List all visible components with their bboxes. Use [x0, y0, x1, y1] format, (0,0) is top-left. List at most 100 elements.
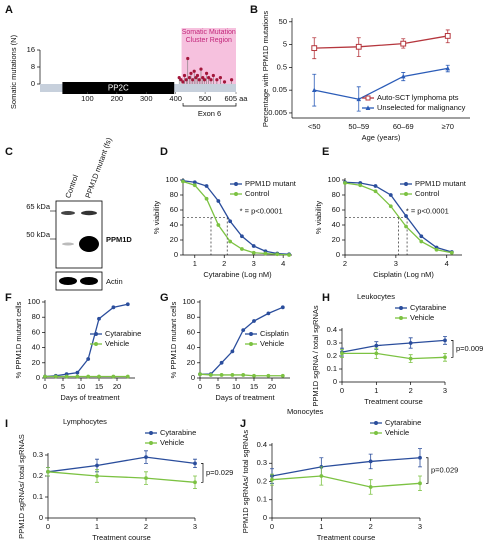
pp2c-domain — [62, 82, 175, 94]
x-tick-label: 2 — [222, 259, 226, 268]
legend-label: Control — [245, 189, 270, 198]
y-axis-label: Percentage with PPM1D mutations — [261, 11, 270, 128]
blot-band — [62, 242, 74, 246]
panel-letter: D — [160, 146, 168, 158]
legend-marker — [404, 182, 408, 186]
data-point — [111, 374, 116, 379]
blot-frame — [55, 271, 103, 291]
chart-title: Monocytes — [287, 407, 324, 416]
legend-label: Vehicle — [410, 313, 434, 322]
data-point — [216, 223, 221, 227]
lollipop-head — [204, 71, 209, 75]
x-axis-label: Cytarabine (Log nM) — [203, 270, 272, 279]
significance-bracket — [201, 463, 204, 483]
legend-marker — [234, 192, 238, 196]
series-line — [200, 306, 284, 375]
p-value: * = p<0.0001 — [406, 206, 449, 215]
y-tick-label: 60 — [32, 327, 40, 336]
panel-letter: E — [322, 146, 329, 158]
data-point — [343, 181, 347, 185]
data-point — [280, 305, 285, 310]
data-point — [355, 43, 362, 50]
x-tick-label: 0 — [198, 382, 202, 391]
series-line — [271, 475, 421, 488]
data-point — [408, 341, 413, 345]
legend-label: Vehicle — [160, 438, 184, 447]
x-tick-label: 1 — [319, 522, 323, 531]
x-tick-label: 60–69 — [393, 122, 414, 131]
data-point — [252, 319, 256, 323]
x-axis-label: Age (years) — [362, 133, 401, 142]
data-point — [443, 338, 447, 343]
legend-marker — [94, 342, 98, 346]
significance-bracket — [451, 340, 454, 358]
y-axis-label: PPM1D sgRNAs/ total sgRNAs — [241, 430, 250, 534]
data-point — [388, 193, 393, 197]
data-point — [340, 351, 344, 356]
legend-marker — [149, 431, 153, 435]
lollipop-head — [182, 73, 187, 78]
y-tick-label: 0.4 — [327, 325, 337, 334]
legend-label: Cisplatin — [260, 329, 289, 338]
data-point — [252, 373, 256, 378]
series-line — [344, 181, 453, 253]
p-value: p=0.029 — [431, 466, 458, 475]
legend-marker — [374, 421, 378, 425]
y-tick-label: 0.2 — [327, 351, 337, 360]
x-tick-label: <50 — [308, 122, 321, 131]
y-tick-label: 0 — [31, 79, 35, 88]
lollipop-head — [187, 76, 192, 80]
data-point — [374, 351, 379, 356]
y-axis-label: % PPM1D mutant cells — [169, 301, 178, 378]
data-point — [374, 343, 379, 348]
x-tick-label: 605 aa — [225, 94, 249, 103]
data-point — [408, 356, 413, 361]
legend-marker — [404, 192, 408, 196]
lollipop-head — [218, 76, 223, 80]
x-axis-label: Treatment course — [364, 397, 423, 406]
y-axis-label: % viability — [152, 201, 161, 235]
legend-label: Vehicle — [385, 428, 409, 437]
x-tick-label: 4 — [281, 259, 285, 268]
data-point — [434, 247, 439, 252]
x-axis-label: Treatment course — [92, 533, 151, 542]
y-tick-label: 16 — [27, 45, 35, 54]
y-tick-label: 100 — [165, 175, 178, 184]
y-tick-label: 0.5 — [277, 62, 287, 71]
y-tick-label: 0.1 — [33, 492, 43, 501]
data-point — [311, 45, 318, 52]
data-point — [449, 250, 454, 255]
blot-frame — [55, 200, 103, 269]
data-point — [192, 183, 197, 188]
data-point — [270, 477, 274, 482]
data-point — [266, 373, 271, 378]
data-point — [373, 184, 378, 188]
blot-panel: C Control PPM1D mutant (fs) 65 kDa 50 kD… — [5, 136, 132, 291]
x-tick-label: 100 — [81, 94, 94, 103]
data-point — [95, 474, 99, 478]
data-point — [97, 316, 101, 321]
y-tick-label: 40 — [187, 343, 195, 352]
data-point — [144, 455, 148, 459]
data-point — [193, 461, 197, 466]
data-point — [280, 373, 285, 378]
data-point — [240, 234, 244, 239]
lollipop-head — [229, 78, 234, 82]
series-line — [342, 352, 446, 360]
legend-label: Control — [415, 189, 440, 198]
x-tick-label: 400 — [169, 94, 182, 103]
legend-label: Vehicle — [260, 339, 284, 348]
data-point — [230, 373, 235, 377]
legend-label: Cytarabine — [410, 303, 446, 312]
x-tick-label: 0 — [270, 522, 274, 531]
y-tick-label: 100 — [182, 297, 195, 306]
x-tick-label: 1 — [193, 259, 197, 268]
legend-marker — [249, 332, 253, 336]
x-tick-label: 4 — [445, 259, 449, 268]
data-point — [125, 374, 130, 379]
y-tick-label: 80 — [332, 190, 340, 199]
blot-band — [61, 211, 75, 215]
data-point — [181, 179, 185, 184]
blot-band — [80, 277, 98, 285]
